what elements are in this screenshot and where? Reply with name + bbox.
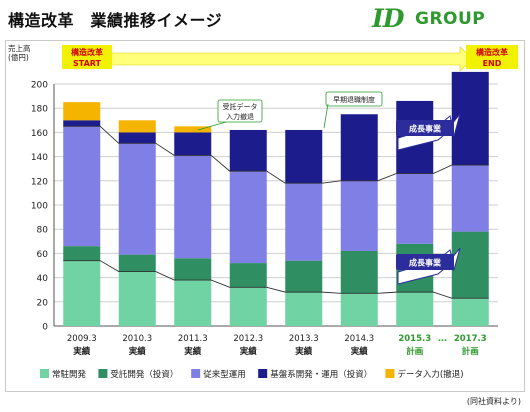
bar-segment-jutaku: [174, 258, 212, 281]
end-box-label: 構造改革: [476, 47, 508, 57]
bar-segment-juurai: [229, 171, 267, 264]
callout-data-line-1: 受託データ: [223, 102, 258, 111]
bar-segment-jyouchu: [63, 260, 101, 326]
logo-group-text: GROUP: [415, 9, 486, 29]
callout-data-pointer: [197, 121, 227, 131]
bar-segment-juurai: [340, 180, 378, 251]
bar-segment-jyouchu: [340, 293, 378, 326]
x-tick-label: 2010.3: [122, 334, 152, 344]
bar-segment-jutaku: [118, 254, 156, 272]
bar-segment-jyouchu: [229, 287, 267, 326]
x-tick-label: 2014.3: [344, 334, 374, 344]
legend-label-data: データ入力(撤退): [397, 369, 463, 380]
x-tick-sublabel: 計画: [406, 346, 423, 357]
x-tick-label: 2015.3: [398, 334, 431, 344]
y-tick-label: 60: [37, 250, 49, 260]
y-tick-label: 100: [31, 202, 48, 212]
start-box: [62, 45, 112, 69]
x-tick-sublabel: 実績: [184, 346, 202, 357]
bar-segment-jutaku: [285, 260, 323, 293]
bar-segment-kiban: [118, 132, 156, 144]
callout-data-box: [217, 99, 263, 123]
legend-swatch-data: [385, 369, 395, 378]
x-tick-sublabel: 実績: [240, 346, 258, 357]
bar-segment-kiban: [340, 114, 378, 181]
logo-mark: ID: [372, 4, 404, 33]
x-gap-label: …: [438, 334, 447, 344]
bar-segment-juurai: [174, 155, 212, 259]
start-box-label: 構造改革: [71, 47, 103, 57]
callout-early-pointer: [323, 103, 329, 129]
y-tick-label: 140: [31, 153, 48, 163]
bar-segment-jutaku: [340, 250, 378, 294]
x-tick-sublabel: 実績: [73, 346, 91, 357]
legend-label-juurai: 従来型運用: [203, 369, 246, 380]
end-box-sublabel: END: [483, 59, 502, 68]
bar-segment-juurai: [118, 143, 156, 255]
growth-lower-box: [396, 254, 454, 270]
trend-line-upper: [63, 125, 489, 184]
legend-label-jutaku: 受託開発（投資）: [110, 369, 178, 380]
y-tick-label: 80: [37, 226, 49, 236]
legend-label-jyouchu: 常駐開発: [52, 369, 87, 380]
bar-segment-jyouchu: [118, 271, 156, 326]
bar-segment-jyouchu: [396, 292, 434, 326]
growth-upper-box: [396, 120, 454, 136]
trend-line-lower: [63, 260, 489, 299]
x-tick-label: 2013.3: [289, 334, 319, 344]
x-tick-sublabel: 実績: [129, 346, 147, 357]
end-box: [466, 45, 518, 69]
page-title: 構造改革 業績推移イメージ: [8, 11, 223, 30]
bar-segment-jutaku: [451, 231, 489, 299]
x-tick-label: 2009.3: [67, 334, 97, 344]
company-logo: ID GROUP: [372, 4, 526, 33]
bar-segment-jyouchu: [451, 298, 489, 326]
legend-swatch-jyouchu: [40, 369, 49, 378]
source-note: (同社資料より): [466, 397, 521, 406]
y-tick-label: 120: [31, 177, 48, 187]
y-tick-label: 200: [31, 81, 48, 91]
bar-segment-juurai: [285, 183, 323, 261]
bar-segment-kiban: [285, 129, 323, 184]
bar-segment-data: [118, 120, 156, 133]
callout-early-box: [325, 91, 383, 107]
x-tick-label: 2011.3: [178, 334, 208, 344]
growth-lower-label: 成長事業: [409, 258, 442, 268]
legend-swatch-kiban: [258, 369, 268, 378]
x-tick-label: 2012.3: [233, 334, 263, 344]
bar-segment-jutaku: [63, 246, 101, 261]
y-tick-label: 0: [42, 323, 48, 333]
bar-segment-jyouchu: [285, 292, 323, 326]
y-tick-label: 180: [31, 105, 48, 115]
x-tick-sublabel: 実績: [295, 346, 313, 357]
y-tick-label: 20: [37, 298, 49, 308]
y-axis-title: 売上高 (億円): [8, 44, 31, 62]
bar-segment-data: [174, 126, 212, 133]
x-tick-sublabel: 実績: [351, 346, 369, 357]
bar-segment-juurai: [396, 173, 434, 244]
x-tick-label: 2017.3: [454, 334, 487, 344]
bar-segment-kiban: [63, 120, 101, 127]
legend-label-kiban: 基盤系開発・運用（投資）: [270, 369, 372, 380]
growth-upper-label: 成長事業: [409, 124, 442, 134]
y-axis-title-line-2: (億円): [8, 53, 29, 62]
y-tick-label: 160: [31, 129, 48, 139]
bar-segment-data: [63, 102, 101, 121]
bar-segment-juurai: [63, 126, 101, 247]
bar-segment-kiban: [229, 129, 267, 172]
start-to-end-arrow: [104, 46, 474, 72]
callout-early-label: 早期退職制度: [333, 95, 375, 104]
legend-swatch-juurai: [191, 369, 201, 378]
legend-swatch-jutaku: [98, 369, 108, 378]
start-box-sublabel: START: [73, 59, 102, 68]
bar-segment-jutaku: [229, 263, 267, 288]
callout-data-line-2: 入力撤退: [226, 112, 254, 121]
bar-segment-juurai: [451, 165, 489, 232]
y-tick-label: 40: [37, 274, 49, 284]
x-tick-sublabel: 計画: [462, 346, 479, 357]
bar-segment-jyouchu: [174, 280, 212, 326]
y-axis-title-line-1: 売上高: [8, 44, 31, 53]
bar-segment-kiban: [174, 132, 212, 156]
